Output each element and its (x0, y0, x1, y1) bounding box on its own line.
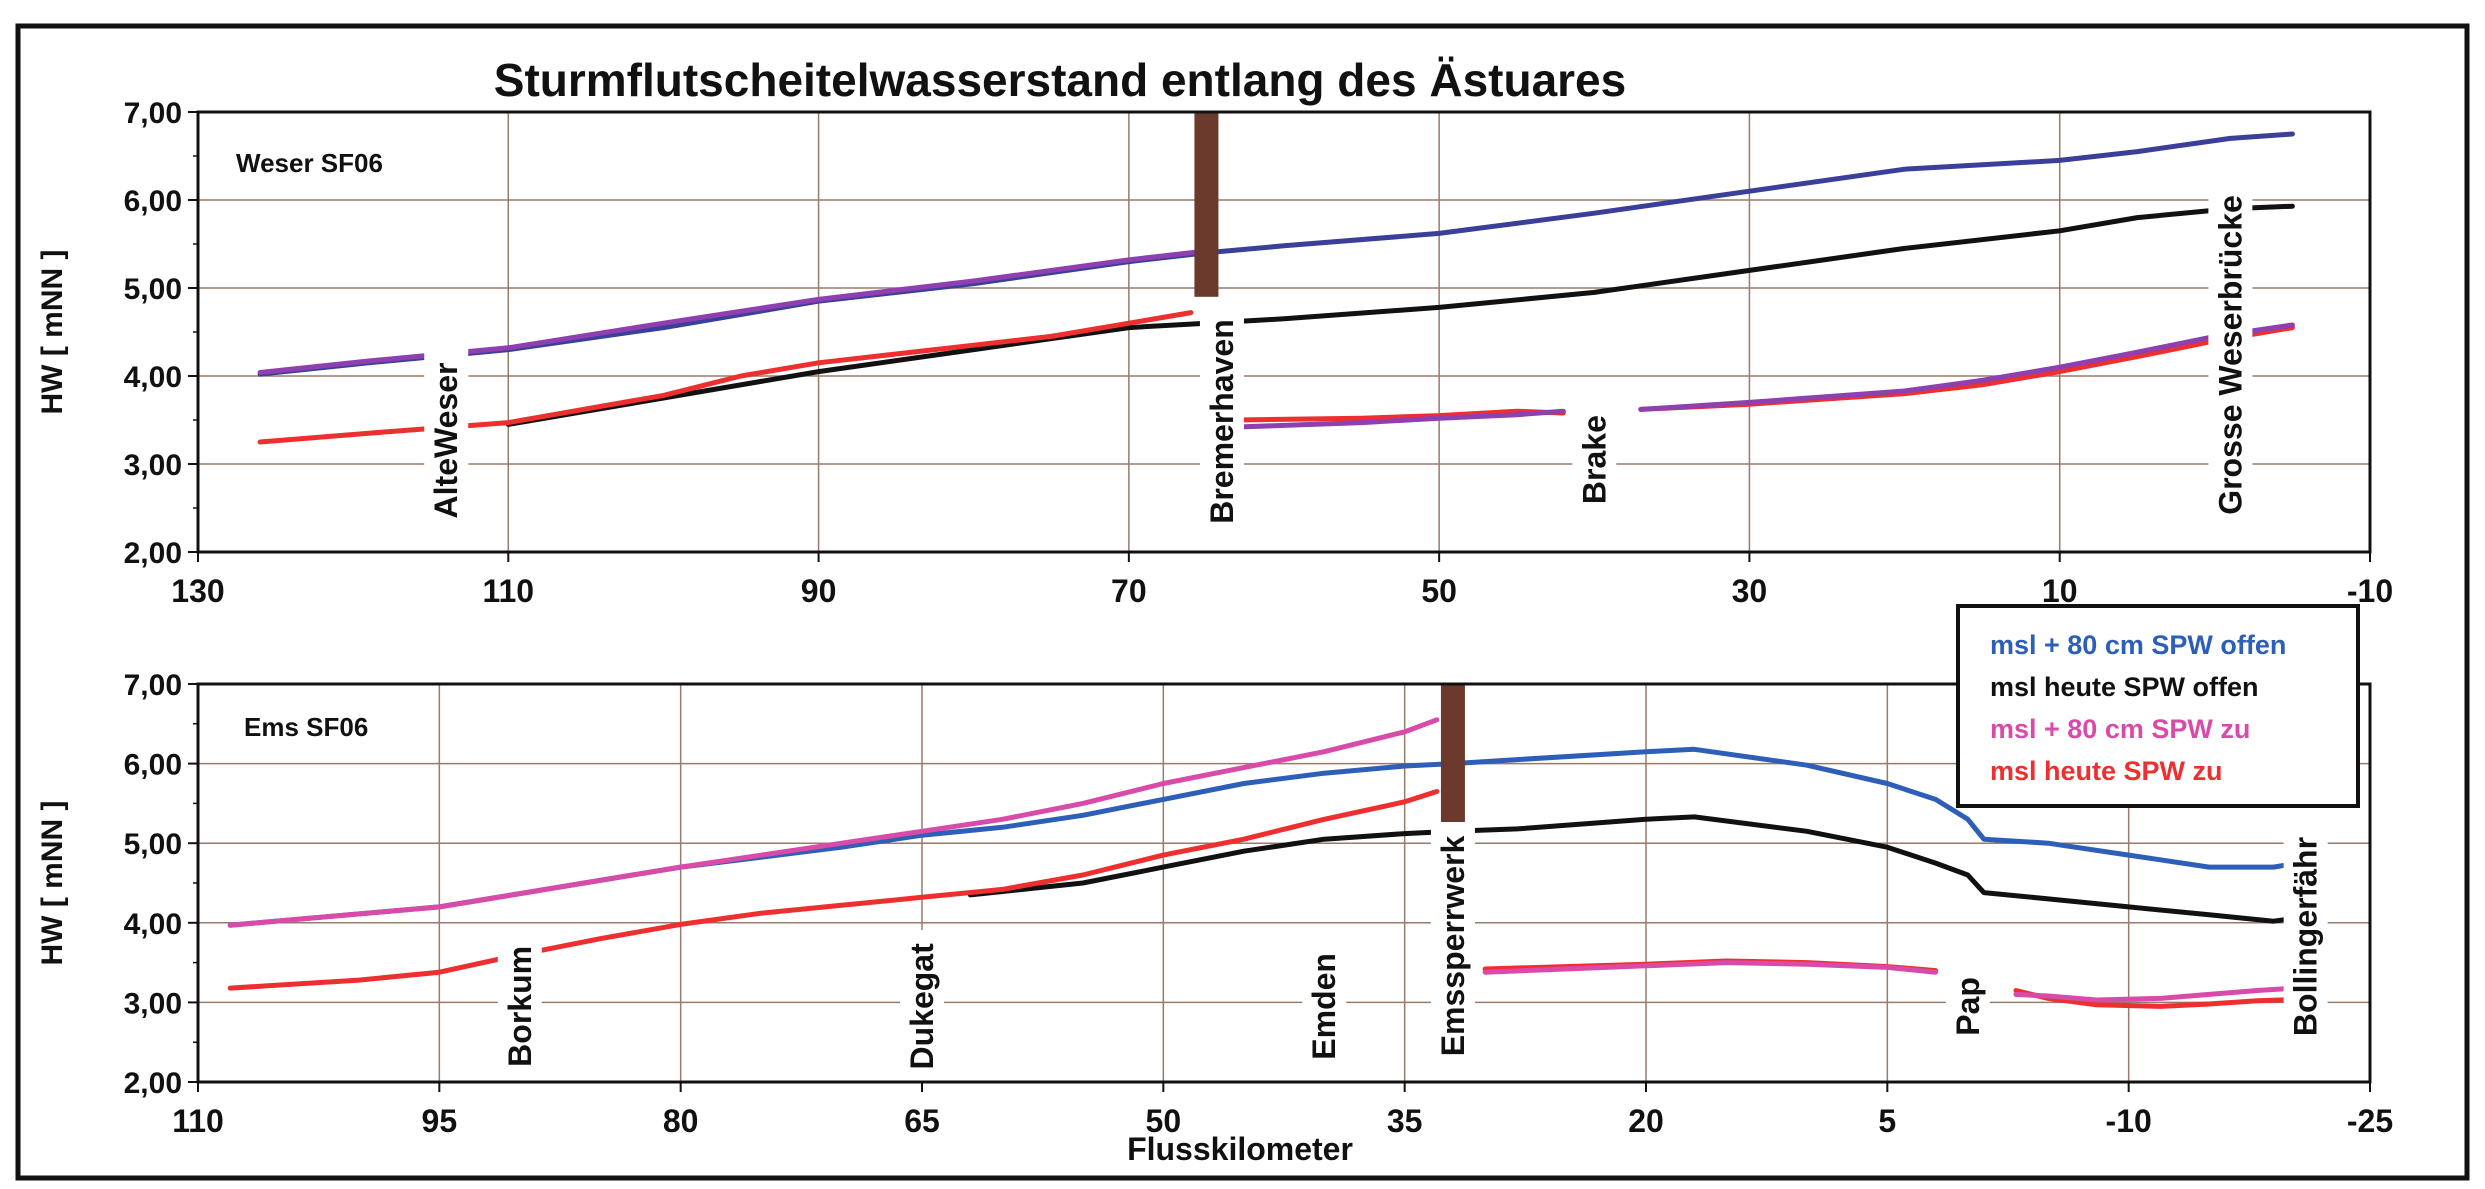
location-label-box (1199, 307, 1244, 536)
series-line (967, 814, 2325, 924)
x-tick-label: -10 (2347, 573, 2393, 609)
location-label: Bollingerfähr (2283, 803, 2328, 1070)
y-tick-label: 5,00 (124, 273, 182, 306)
x-tick-label: 50 (1421, 573, 1457, 609)
series-line (1638, 322, 2295, 412)
x-tick-label: 130 (171, 573, 224, 609)
y-tick-label: 4,00 (124, 908, 182, 941)
location-label-box (497, 939, 542, 1074)
x-tick-label: 70 (1111, 573, 1147, 609)
x-tick-label: 65 (904, 1103, 940, 1139)
storm-surge-barrier-marker (1194, 112, 1219, 297)
location-label-box (1945, 967, 1990, 1045)
legend-entry: msl + 80 cm SPW offen (1990, 630, 2286, 660)
plot-frame (196, 682, 2372, 1084)
x-tick-label: 110 (482, 573, 534, 609)
x-tick-label: -25 (2347, 1103, 2393, 1139)
x-tick-label: 50 (1146, 1103, 1182, 1139)
x-tick-label: 95 (422, 1103, 458, 1139)
location-label: AlteWeser (424, 345, 469, 536)
location-label-text: Bollingerfähr (2288, 837, 2324, 1036)
panel-label: Weser SF06 (236, 148, 383, 178)
location-label: Pap (1945, 967, 1990, 1045)
x-tick-label: 10 (2042, 573, 2078, 609)
y-tick-label: 5,00 (124, 828, 182, 861)
location-label-text: Emssperrwerk (1435, 836, 1471, 1057)
x-tick-label: 80 (663, 1103, 699, 1139)
location-label: Grosse Weserbrücke (2208, 174, 2253, 536)
location-label-text: Pap (1950, 977, 1986, 1036)
location-label-box (1430, 822, 1475, 1070)
x-tick-label: -10 (2106, 1103, 2152, 1139)
legend-entry: msl heute SPW offen (1990, 672, 2259, 702)
location-label-box (1572, 402, 1617, 518)
plot-area (198, 112, 2370, 552)
series-line (227, 789, 1440, 991)
legend-entry: msl + 80 cm SPW zu (1990, 714, 2250, 744)
location-label: Emden (1302, 948, 1347, 1064)
y-tick-label: 7,00 (124, 97, 182, 130)
y-tick-label: 7,00 (124, 669, 182, 702)
storm-surge-barrier-marker (1440, 684, 1465, 824)
plot-frame (196, 110, 2372, 554)
x-tick-label: 110 (172, 1103, 224, 1139)
y-tick-label: 2,00 (124, 537, 182, 570)
location-label-box (2283, 803, 2328, 1070)
x-axis-title: Flusskilometer (1127, 1131, 1353, 1167)
x-tick-label: 30 (1732, 573, 1768, 609)
location-label-text: AlteWeser (428, 363, 464, 519)
location-label-box (424, 345, 469, 536)
x-tick-label: 35 (1387, 1103, 1423, 1139)
series-line (227, 746, 2325, 928)
series-line (227, 717, 1440, 928)
legend-entry: msl heute SPW zu (1990, 756, 2223, 786)
location-label-text: Borkum (502, 946, 538, 1067)
chart-title: Sturmflutscheitelwasserstand entlang des… (494, 54, 1626, 106)
y-axis-title: HW [ mNN ] (36, 250, 69, 415)
location-label: Borkum (497, 939, 542, 1074)
location-label-box (900, 929, 944, 1083)
series-line (505, 203, 2295, 427)
series-line (2013, 984, 2325, 1003)
x-tick-label: 20 (1628, 1103, 1664, 1139)
panel-label: Ems SF06 (244, 712, 368, 742)
series-line (257, 131, 2295, 377)
location-label-text: Grosse Weserbrücke (2212, 195, 2248, 515)
series-line (1482, 960, 1939, 975)
y-tick-label: 2,00 (124, 1067, 182, 1100)
y-tick-label: 6,00 (124, 185, 182, 218)
x-tick-label: 90 (801, 573, 837, 609)
y-tick-label: 3,00 (124, 987, 182, 1020)
location-label-text: Bremerhaven (1204, 319, 1240, 524)
location-label: Brake (1572, 402, 1617, 518)
location-label: Emssperrwerk (1430, 822, 1475, 1070)
series-line (257, 248, 1209, 375)
location-label-box (1302, 948, 1347, 1064)
series-line (1235, 408, 1566, 430)
location-label-text: Emden (1306, 953, 1342, 1060)
location-label: Dukegat (900, 929, 944, 1083)
chart-panel-2: 110 95 80 65 50 35 20 5 -10 -25 2,00 3,00 4,00 5,00 6,… (36, 669, 2393, 1139)
location-label-text: Dukegat (904, 943, 940, 1070)
chart-panels: 130 110 90 70 50 30 10 -10 2,00 3,00 4,00 5,00 6,00 7… (36, 97, 2393, 1139)
legend: msl + 80 cm SPW offen msl heute SPW offen… (1956, 604, 2360, 808)
chart-panel-1: 130 110 90 70 50 30 10 -10 2,00 3,00 4,00 5,00 6,00 7… (36, 97, 2393, 609)
location-label-text: Brake (1576, 415, 1612, 504)
y-tick-label: 3,00 (124, 449, 182, 482)
location-label: Bremerhaven (1199, 307, 1244, 536)
location-label-box (2208, 174, 2253, 536)
y-axis-title: HW [ mNN ] (36, 801, 69, 966)
legend-box (1956, 604, 2360, 808)
y-tick-label: 4,00 (124, 361, 182, 394)
y-tick-label: 6,00 (124, 749, 182, 782)
x-tick-label: 5 (1878, 1103, 1896, 1139)
